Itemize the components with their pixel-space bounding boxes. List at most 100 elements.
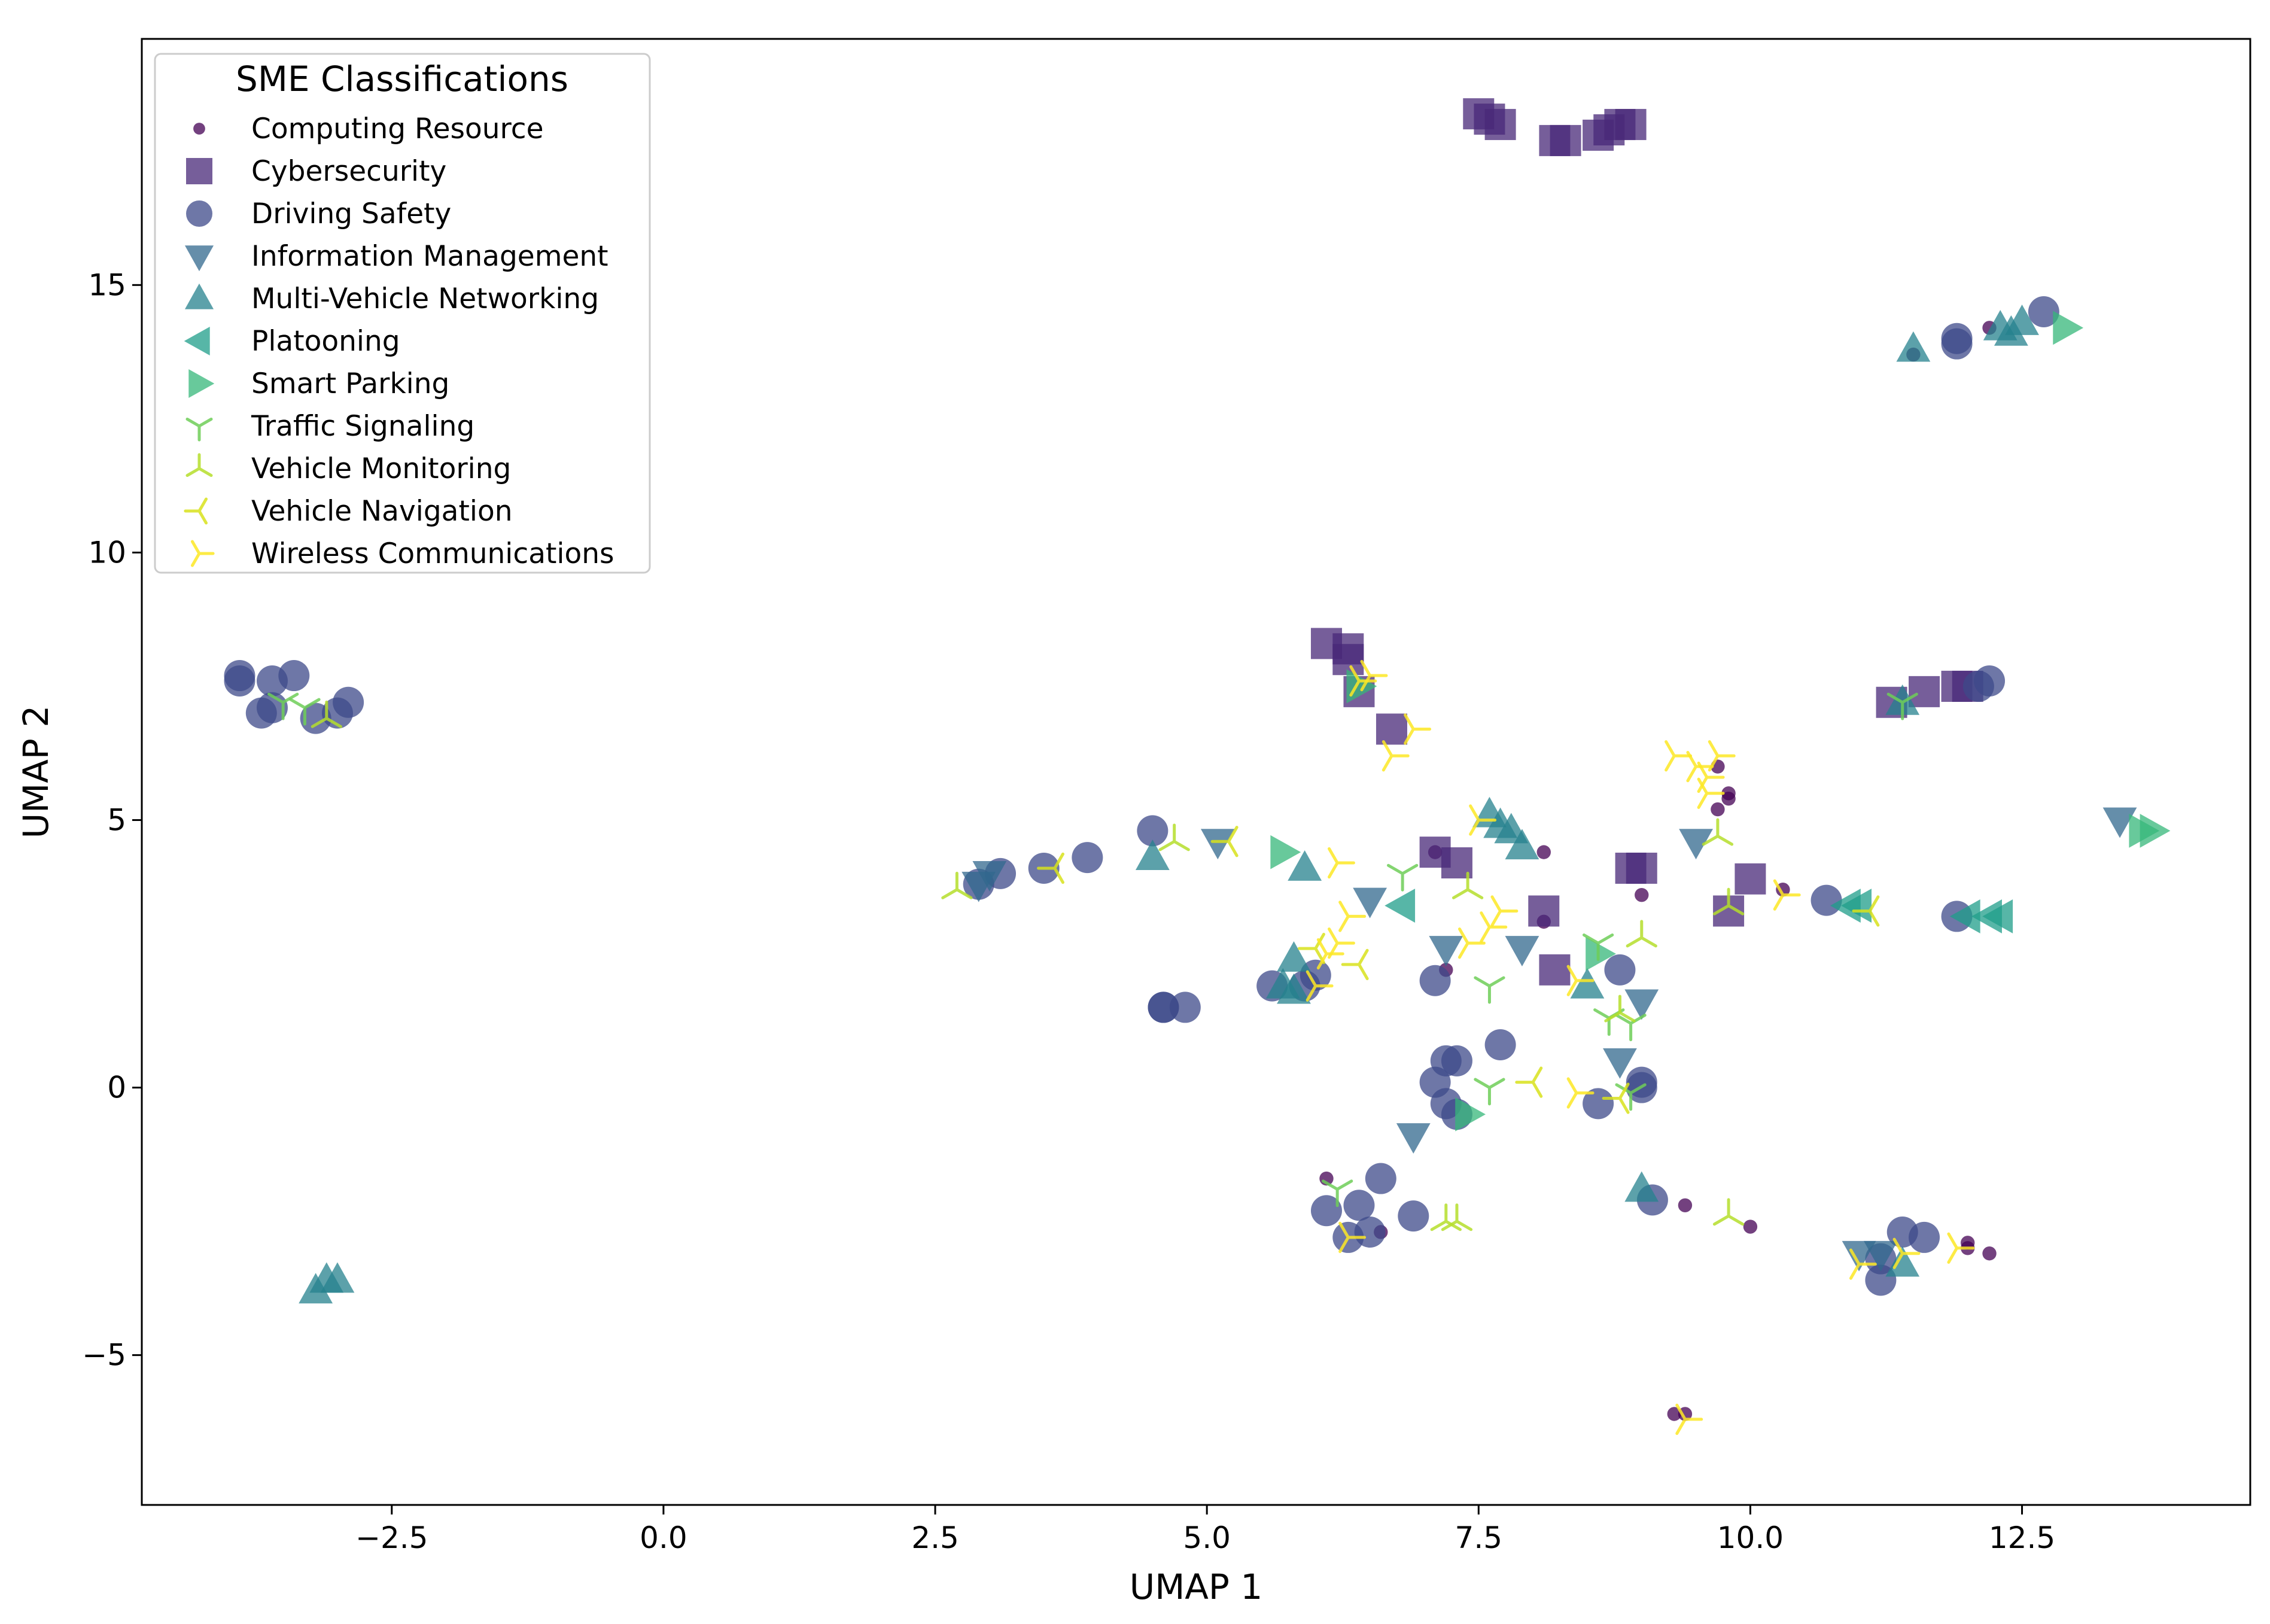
point-driving-safety [278,660,310,692]
series-vehicle-navigation [1037,826,1880,1114]
point-wireless-communications [1457,927,1486,959]
point-platooning [1982,899,2013,933]
point-cybersecurity [1615,109,1647,141]
point-platooning [1841,889,1872,923]
point-computing-resource [1536,845,1551,859]
point-platooning [1949,899,1980,933]
point-cybersecurity [1909,676,1940,707]
point-information-management [1429,936,1463,966]
legend-label-vehicle-monitoring: Vehicle Monitoring [251,452,511,485]
point-information-management [1679,829,1713,860]
x-tick-label: 0.0 [640,1520,687,1555]
x-tick-label: 2.5 [911,1520,959,1555]
point-driving-safety [1365,1163,1396,1194]
plot-frame [141,38,2251,1506]
point-driving-safety [1310,1195,1342,1227]
y-axis-label: UMAP 2 [16,705,56,838]
x-axis-ticks: −2.5 0.0 2.5 5.0 7.5 10.0 12.5 [355,1505,2055,1555]
point-information-management [1863,1240,1898,1272]
point-driving-safety [2028,296,2059,328]
point-traffic-signaling [1322,1179,1353,1208]
point-vehicle-monitoring [1441,1203,1473,1231]
point-vehicle-monitoring [311,700,342,728]
series-platooning [1384,889,2013,933]
point-wireless-communications [1947,1232,1975,1264]
point-wireless-communications [1338,901,1367,932]
point-driving-safety [224,665,255,697]
series-multi-vehicle-networking [299,305,2039,1304]
point-driving-safety [1604,954,1636,986]
point-vehicle-monitoring [1702,818,1734,846]
point-multi-vehicle-networking [1885,1246,1920,1277]
point-wireless-communications [1327,847,1355,879]
point-driving-safety [1148,992,1179,1023]
point-driving-safety [1354,1216,1386,1248]
point-wireless-communications [1338,1221,1367,1254]
point-driving-safety [1583,1088,1614,1120]
points-layer [224,98,2171,1436]
point-wireless-communications [1469,804,1497,836]
point-wireless-communications [1675,1403,1703,1436]
point-vehicle-navigation [1210,826,1239,857]
point-information-management [1505,936,1539,966]
point-wireless-communications [1404,713,1432,745]
point-cybersecurity [1539,954,1571,986]
point-driving-safety [1169,992,1201,1023]
legend-items: Computing Resource Cybersecurity Driving S… [184,112,614,570]
point-wireless-communications [1686,750,1714,783]
point-vehicle-monitoring [941,871,973,899]
point-multi-vehicle-networking [1885,684,1920,715]
point-information-management [1200,829,1235,860]
point-smart-parking [1455,1097,1486,1132]
x-tick-label: 5.0 [1183,1520,1231,1555]
point-smart-parking [1346,669,1377,704]
point-cybersecurity [1376,713,1407,745]
legend-box [154,53,651,574]
series-smart-parking [1270,311,2171,1132]
point-computing-resource [1982,1246,1997,1261]
legend-title: SME Classifications [236,59,568,99]
point-driving-safety [1072,842,1103,874]
point-multi-vehicle-networking [1570,968,1605,999]
point-wireless-communications [1566,965,1595,996]
point-wireless-communications [1665,740,1693,772]
point-traffic-signaling [1474,976,1505,1004]
y-axis-ticks: −5 0 5 10 15 [82,267,142,1373]
point-vehicle-navigation [1602,1082,1630,1114]
legend-marker-cybersecurity [186,158,212,184]
point-traffic-signaling [289,698,321,726]
y-tick-label: −5 [82,1338,126,1373]
point-computing-resource [1721,792,1736,806]
point-wireless-communications [1697,777,1725,809]
point-driving-safety [333,686,364,718]
point-multi-vehicle-networking [1624,1171,1659,1202]
point-driving-safety [1398,1200,1429,1232]
x-axis-label: UMAP 1 [1130,1567,1262,1607]
point-wireless-communications [1566,1077,1595,1109]
point-information-management [972,860,1007,892]
legend-label-multi-vehicle-networking: Multi-Vehicle Networking [251,282,599,315]
legend-label-driving-safety: Driving Safety [251,197,451,230]
point-driving-safety [1441,1045,1472,1076]
series-cybersecurity [1310,98,1983,986]
point-computing-resource [1635,887,1649,902]
point-vehicle-monitoring [1452,871,1484,899]
point-vehicle-navigation [1852,895,1880,927]
point-cybersecurity [1332,644,1364,676]
point-wireless-communications [1316,938,1344,970]
point-smart-parking [1586,936,1617,971]
point-computing-resource [1743,1219,1758,1234]
point-vehicle-navigation [1037,852,1065,884]
point-driving-safety [1974,665,2006,697]
legend: SME Classifications Computing Resource Cy… [154,53,651,574]
x-tick-label: 12.5 [1989,1520,2055,1555]
point-platooning [1384,889,1416,923]
point-traffic-signaling [1582,933,1614,961]
legend-marker-vehicle-monitoring [185,453,213,478]
point-smart-parking [2140,813,2171,848]
x-tick-label: 10.0 [1717,1520,1784,1555]
legend-label-platooning: Platooning [251,325,400,358]
point-computing-resource [1667,1407,1681,1421]
legend-marker-vehicle-navigation [184,497,208,525]
